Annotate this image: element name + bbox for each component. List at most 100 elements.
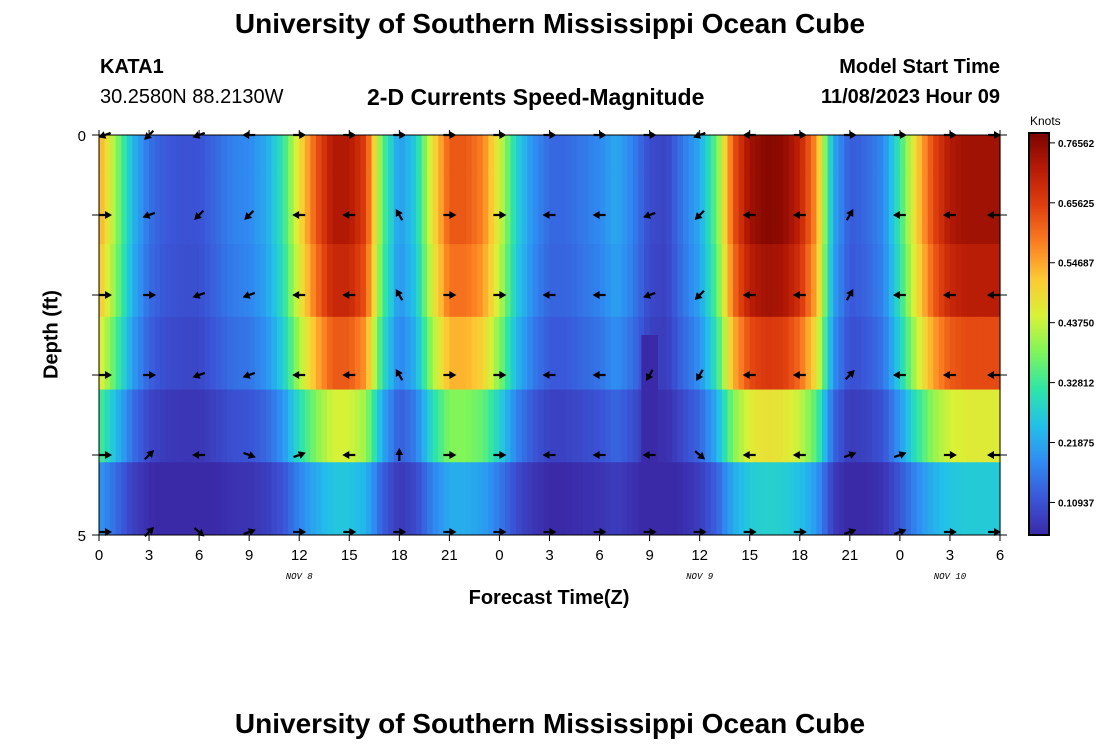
heatmap-cell: [844, 171, 851, 245]
heatmap-cell: [193, 244, 200, 318]
heatmap-cell: [588, 244, 595, 318]
heatmap-cell: [593, 135, 601, 172]
heatmap-cell: [371, 135, 378, 172]
heatmap-cell: [165, 244, 172, 318]
heatmap-cell: [104, 244, 111, 318]
heatmap-cell: [538, 171, 545, 245]
heatmap-cell: [443, 244, 450, 318]
heatmap-cell: [766, 389, 773, 463]
heatmap-cell: [677, 244, 684, 318]
colorbar-tick-label: 0.43750: [1058, 319, 1095, 330]
heatmap-cell: [938, 171, 945, 245]
heatmap-cell: [655, 244, 662, 318]
heatmap-cell: [760, 462, 768, 536]
heatmap-cell: [666, 244, 673, 318]
heatmap-cell: [516, 389, 523, 463]
heatmap-cell: [988, 389, 996, 463]
heatmap-cell: [833, 244, 840, 318]
heatmap-cell: [972, 244, 979, 318]
heatmap-cell: [176, 171, 184, 245]
heatmap-cell: [438, 244, 445, 318]
heatmap-cell: [393, 171, 400, 245]
heatmap-cell: [872, 316, 879, 390]
heatmap-cell: [899, 135, 907, 172]
heatmap-cell: [833, 171, 840, 245]
heatmap-cell: [210, 389, 217, 463]
heatmap-cell: [521, 135, 528, 172]
heatmap-cell: [137, 135, 145, 172]
heatmap-cell: [310, 389, 317, 463]
heatmap-cell: [521, 462, 528, 536]
heatmap-cell: [955, 171, 962, 245]
heatmap-cell: [616, 135, 623, 172]
heatmap-cell: [265, 316, 273, 390]
heatmap-cell: [388, 462, 395, 536]
heatmap-cell: [126, 389, 133, 463]
heatmap-cell: [176, 135, 184, 172]
heatmap-cell: [149, 135, 156, 172]
heatmap-cell: [838, 462, 845, 536]
heatmap-cell: [443, 389, 450, 463]
heatmap-cell: [282, 316, 289, 390]
heatmap-cell: [994, 171, 1001, 245]
heatmap-cell: [137, 462, 145, 536]
heatmap-cell: [961, 389, 968, 463]
heatmap-cell: [916, 171, 923, 245]
heatmap-cell: [560, 244, 567, 318]
heatmap-cell: [872, 135, 879, 172]
heatmap-cell: [488, 135, 495, 172]
heatmap-cell: [115, 135, 122, 172]
heatmap-cell: [922, 244, 929, 318]
heatmap-cell: [927, 135, 934, 172]
heatmap-cell: [321, 135, 328, 172]
heatmap-cell: [182, 135, 189, 172]
heatmap-cell: [221, 389, 228, 463]
heatmap-cell: [149, 462, 156, 536]
colorbar-tick-label: 0.54687: [1058, 259, 1095, 270]
heatmap-cell: [788, 135, 795, 172]
heatmap-cell: [132, 135, 139, 172]
heatmap-cell: [288, 171, 295, 245]
x-tick-label: 21: [841, 547, 858, 564]
heatmap-cell: [944, 316, 951, 390]
heatmap-cell: [388, 244, 395, 318]
heatmap-cell: [733, 462, 740, 536]
heatmap-cell: [660, 244, 667, 318]
heatmap-cell: [282, 462, 289, 536]
heatmap-cell: [949, 135, 957, 172]
heatmap-cell: [911, 462, 918, 536]
heatmap-cell: [988, 171, 996, 245]
heatmap-cell: [593, 244, 601, 318]
heatmap-cell: [627, 135, 634, 172]
heatmap-cell: [810, 171, 818, 245]
heatmap-cell: [855, 171, 862, 245]
heatmap-cell: [538, 244, 545, 318]
heatmap-cell: [577, 244, 584, 318]
heatmap-cell: [416, 171, 423, 245]
date-label: NOV 10: [934, 572, 967, 582]
heatmap-cell: [644, 171, 651, 245]
heatmap-cell: [799, 135, 806, 172]
heatmap-cell: [187, 135, 195, 172]
heatmap-cell: [621, 135, 628, 172]
heatmap-cell: [582, 316, 590, 390]
heatmap-cell: [582, 171, 590, 245]
heatmap-cell: [265, 244, 273, 318]
heatmap-cell: [727, 316, 734, 390]
heatmap-cell: [543, 171, 551, 245]
heatmap-cell: [671, 135, 679, 172]
heatmap-cell: [838, 135, 845, 172]
heatmap-cell: [338, 171, 345, 245]
heatmap-cell: [299, 171, 306, 245]
heatmap-cell: [315, 389, 323, 463]
heatmap-cell: [365, 389, 373, 463]
heatmap-cell: [627, 316, 634, 390]
heatmap-cell: [877, 171, 884, 245]
heatmap-cell: [977, 244, 984, 318]
heatmap-cell: [682, 135, 690, 172]
heatmap-cell: [961, 171, 968, 245]
heatmap-cell: [677, 135, 684, 172]
heatmap-cell: [215, 389, 222, 463]
heatmap-cell: [137, 171, 145, 245]
heatmap-cell: [549, 316, 556, 390]
